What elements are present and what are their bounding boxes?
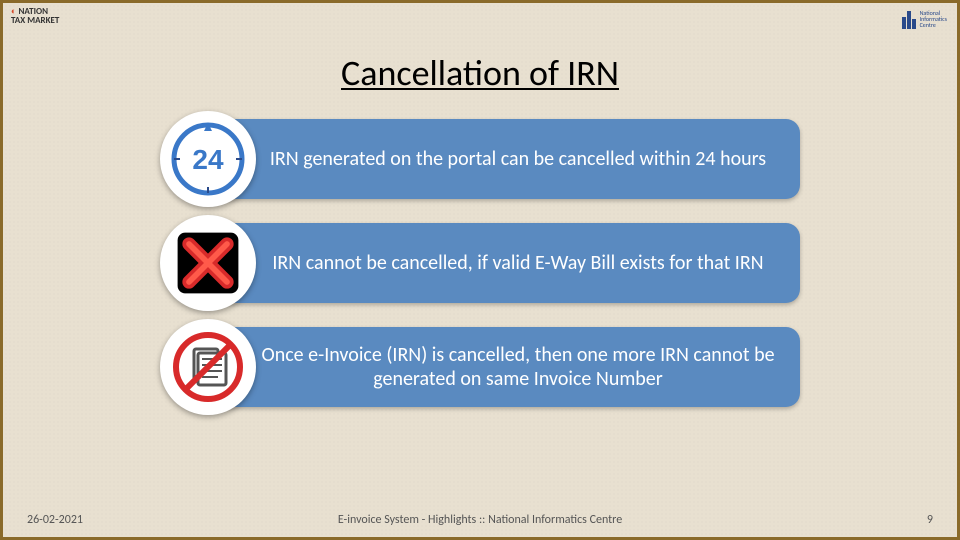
bullet-row: 24 IRN generated on the portal can be ca… — [160, 119, 800, 199]
logo-left: ◐ NATION TAX MARKET — [11, 7, 59, 25]
footer-date: 26-02-2021 — [27, 513, 83, 527]
bullet-text: IRN generated on the portal can be cance… — [270, 147, 766, 171]
bullet-row: IRN cannot be cancelled, if valid E-Way … — [160, 223, 800, 303]
footer-page: 9 — [927, 513, 933, 527]
nic-logo-icon — [902, 9, 916, 29]
bullet-text: Once e-Invoice (IRN) is cancelled, then … — [260, 343, 776, 391]
logo-left-line3: MARKET — [27, 15, 59, 26]
logo-right: National Informatics Centre — [902, 9, 947, 29]
red-x-icon — [160, 215, 256, 311]
footer-center: E-invoice System - Highlights :: Nationa… — [338, 513, 622, 527]
bullet-pill: Once e-Invoice (IRN) is cancelled, then … — [200, 327, 800, 407]
bullet-pill: IRN cannot be cancelled, if valid E-Way … — [200, 223, 800, 303]
bullet-list: 24 IRN generated on the portal can be ca… — [160, 119, 800, 407]
nic-logo-text: National Informatics Centre — [920, 10, 947, 28]
bullet-text: IRN cannot be cancelled, if valid E-Way … — [272, 251, 763, 275]
page-title: Cancellation of IRN — [3, 51, 957, 95]
logo-left-line2: TAX — [11, 15, 25, 26]
no-document-icon — [160, 319, 256, 415]
svg-text:24: 24 — [192, 144, 224, 175]
bullet-row: Once e-Invoice (IRN) is cancelled, then … — [160, 327, 800, 407]
clock-24-icon: 24 — [160, 111, 256, 207]
bullet-pill: IRN generated on the portal can be cance… — [200, 119, 800, 199]
